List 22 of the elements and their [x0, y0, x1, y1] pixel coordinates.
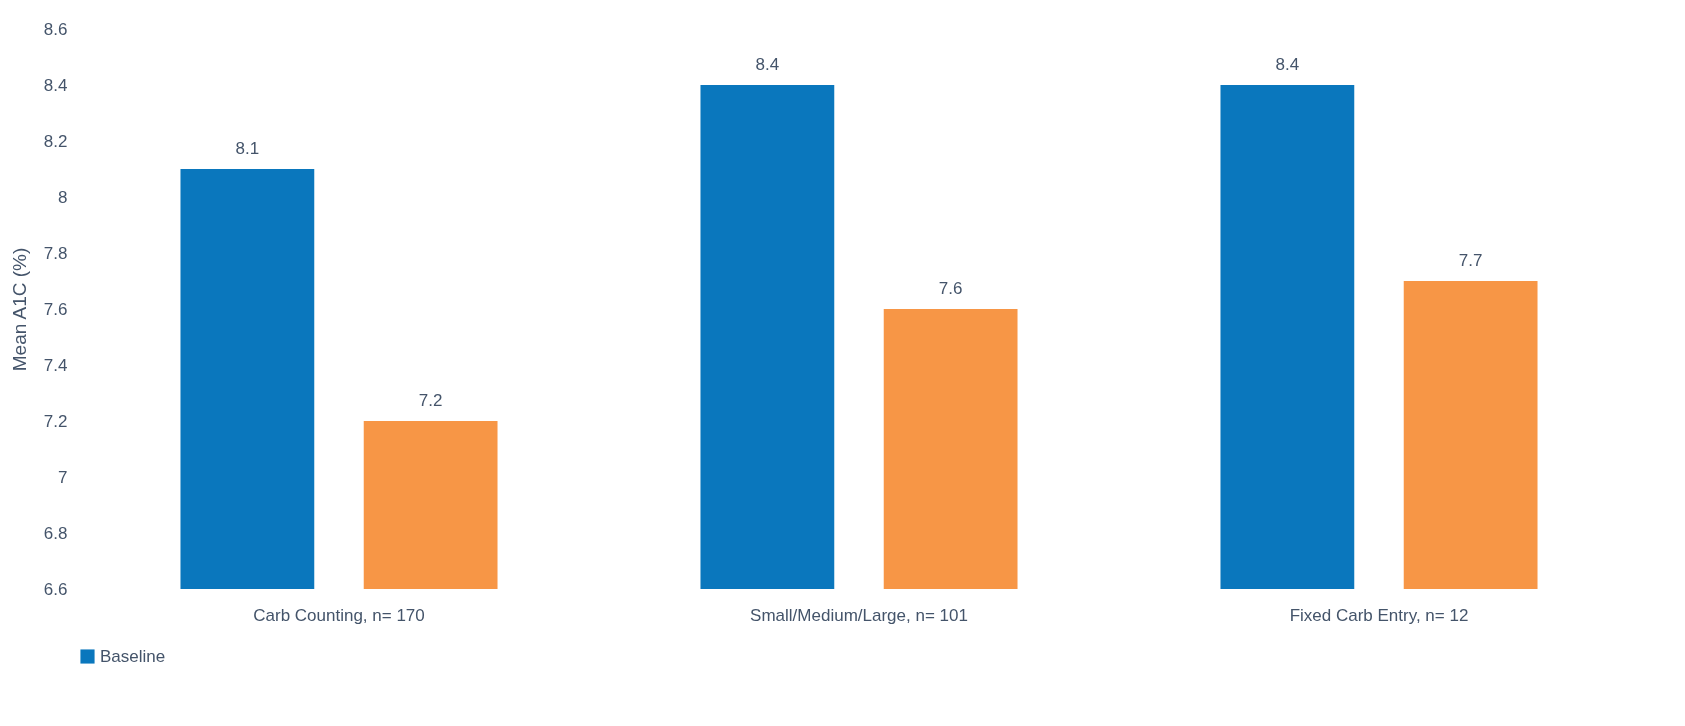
y-tick-label: 8.2	[43, 131, 68, 151]
data-label: 7.2	[418, 391, 443, 410]
data-label: 8.1	[235, 139, 260, 158]
y-tick-label: 6.6	[43, 579, 68, 599]
y-tick-label: 8	[58, 187, 68, 207]
legend-label: Baseline	[100, 646, 166, 666]
x-tick-label: Fixed Carb Entry, n= 12	[1289, 605, 1469, 625]
x-tick-label: Carb Counting, n= 170	[253, 605, 425, 625]
y-tick-label: 7.4	[43, 355, 68, 375]
y-axis-title: Mean A1C (%)	[8, 247, 30, 372]
y-tick-label: 8.4	[43, 75, 68, 95]
y-tick-label: 6.8	[43, 523, 68, 543]
x-tick-label: Small/Medium/Large, n= 101	[750, 605, 968, 625]
y-tick-label: 7.6	[43, 299, 68, 319]
y-tick-label: 8.6	[43, 19, 68, 39]
y-tick-label: 7.2	[43, 411, 68, 431]
data-label: 8.4	[755, 55, 780, 74]
y-tick-label: 7.8	[43, 243, 68, 263]
data-label: 7.6	[938, 279, 963, 298]
data-label: 7.7	[1458, 251, 1483, 270]
y-tick-label: 7	[58, 467, 68, 487]
data-label: 8.4	[1275, 55, 1300, 74]
